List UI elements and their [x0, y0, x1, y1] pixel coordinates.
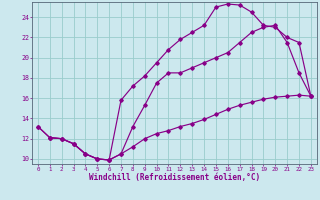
X-axis label: Windchill (Refroidissement éolien,°C): Windchill (Refroidissement éolien,°C) — [89, 173, 260, 182]
